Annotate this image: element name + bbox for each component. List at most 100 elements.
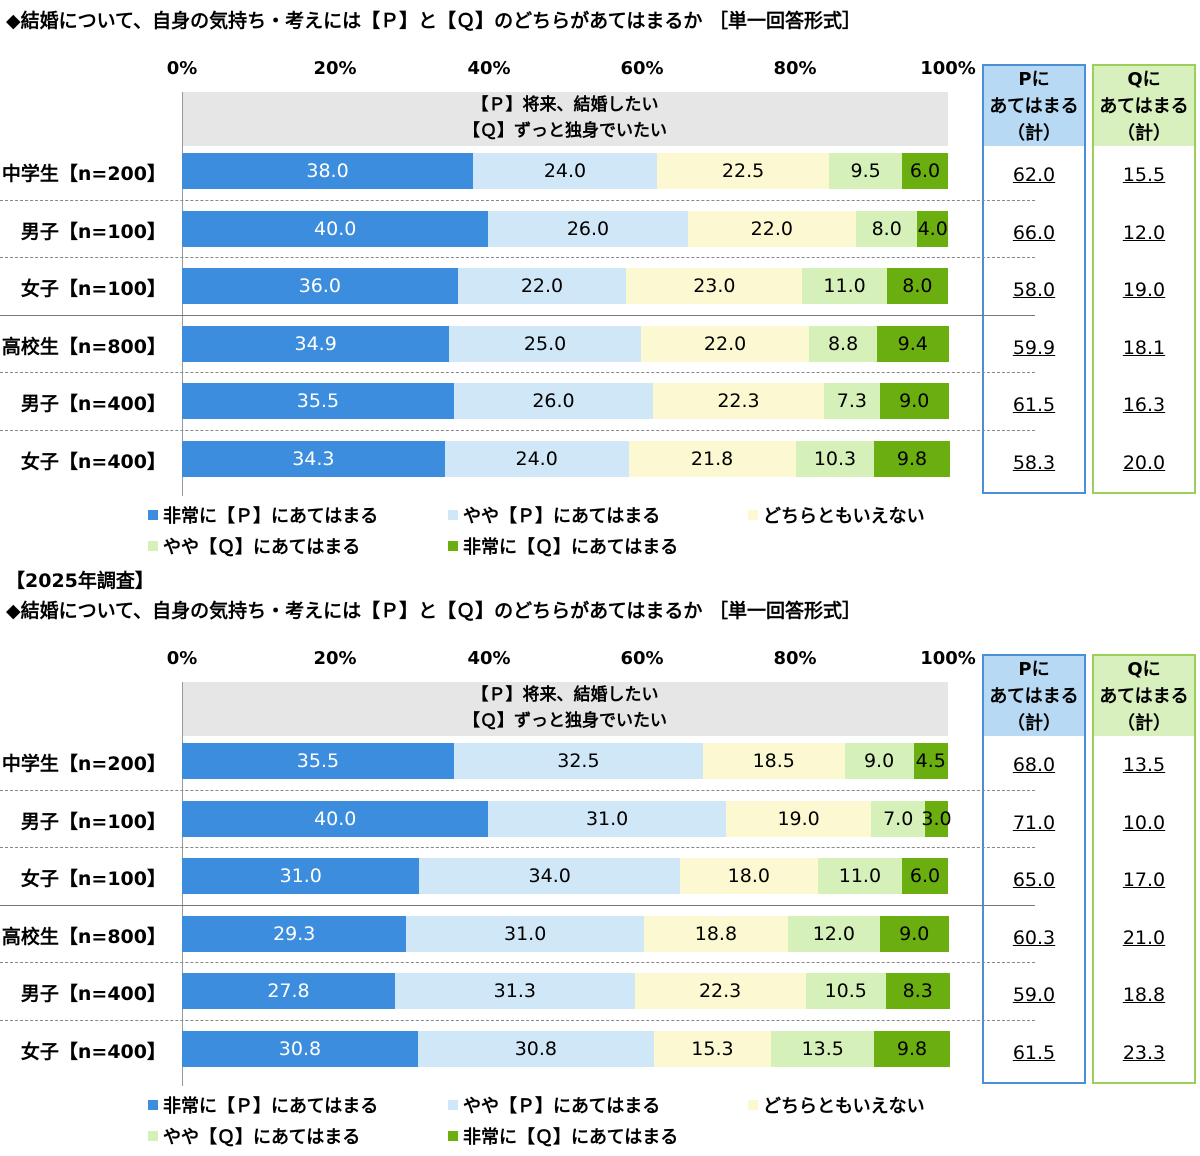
category-label: 中学生【n=200】 [1, 753, 166, 775]
x-tick-label: 60% [620, 648, 664, 669]
p-total-header-line: （計） [1007, 713, 1061, 734]
q-total-header-line: Qに [1127, 659, 1161, 680]
bar-segment: 9.0 [879, 915, 949, 952]
bar-segment: 35.5 [182, 743, 454, 779]
data-label: 23.0 [693, 275, 736, 297]
legend-swatch [148, 510, 158, 520]
bar-segment: 34.3 [182, 440, 445, 477]
bar-segment: 4.5 [913, 743, 948, 779]
category-label: 中学生【n=200】 [1, 163, 166, 185]
bar-segment: 8.8 [809, 325, 877, 362]
bar-segment: 3.0 [921, 800, 952, 837]
legend-label: どちらともいえない [763, 1096, 925, 1117]
data-label: 22.5 [721, 160, 765, 182]
q-total-box: Qに あてはまる （計） 13.5 10.0 17.0 21.0 18.8 23.3 [1092, 654, 1196, 1084]
legend-item: 非常に【Ｐ】にあてはまる [148, 1092, 378, 1118]
data-label: 9.8 [896, 1037, 928, 1060]
p-total-header: Pに あてはまる （計） [984, 66, 1084, 146]
data-label: 25.0 [523, 332, 567, 355]
bar-segment: 26.0 [453, 383, 654, 419]
bar-segment: 6.0 [902, 858, 948, 894]
question-header: 【Ｐ】将来、結婚したい 【Ｑ】ずっと独身でいたい [182, 682, 948, 736]
data-label: 24.0 [543, 160, 587, 182]
row-separator [0, 199, 1035, 201]
data-label: 35.5 [296, 750, 340, 772]
legend-item: 非常に【Ｐ】にあてはまる [148, 502, 378, 528]
bar-segment: 40.0 [182, 800, 489, 837]
q-total-header: Qに あてはまる （計） [1094, 656, 1194, 736]
data-label: 11.0 [838, 865, 882, 887]
bar-segment: 9.0 [844, 743, 914, 779]
data-label: 11.0 [823, 275, 866, 297]
legend-item: 非常に【Ｑ】にあてはまる [448, 533, 678, 559]
legend-item: やや【Ｐ】にあてはまる [448, 1092, 660, 1118]
x-tick-label: 100% [920, 58, 976, 79]
bar-segment: 22.0 [687, 210, 857, 247]
category-label: 女子【n=400】 [20, 450, 166, 473]
total-value: 60.3 [1012, 926, 1056, 949]
x-tick-label: 100% [920, 648, 976, 669]
total-value: 61.5 [1012, 394, 1056, 416]
category-label: 女子【n=100】 [20, 868, 166, 890]
data-label: 32.5 [557, 750, 600, 772]
data-label: 35.5 [296, 390, 340, 412]
data-label: 34.0 [528, 865, 571, 887]
bar-segment: 38.0 [182, 153, 474, 189]
legend-label: やや【Ｐ】にあてはまる [463, 506, 661, 527]
data-label: 22.0 [703, 332, 747, 355]
bar-segment: 24.0 [473, 153, 657, 189]
bar-segment: 8.0 [856, 210, 918, 247]
bar-segment: 25.0 [449, 325, 641, 362]
total-value: 59.0 [1012, 984, 1056, 1006]
data-label: 10.3 [813, 447, 857, 470]
category-label: 女子【n=100】 [20, 278, 166, 300]
legend-item: どちらともいえない [748, 502, 925, 528]
data-label: 9.0 [863, 750, 895, 772]
data-label: 8.8 [827, 332, 859, 355]
total-value: 58.3 [1012, 451, 1056, 474]
legend-item: 非常に【Ｑ】にあてはまる [448, 1123, 678, 1149]
data-label: 3.0 [921, 807, 952, 830]
x-tick-label: 20% [313, 648, 357, 669]
bar-segment: 23.0 [626, 268, 803, 304]
question-q-text: 【Ｑ】ずっと独身でいたい [463, 121, 667, 141]
data-label: 31.0 [279, 865, 322, 887]
survey-label: 【2025年調査】 [6, 570, 154, 592]
q-total-box: Qに あてはまる （計） 15.5 12.0 19.0 18.1 16.3 20.0 [1092, 64, 1196, 494]
total-value: 18.1 [1122, 336, 1166, 359]
data-label: 30.8 [514, 1037, 558, 1060]
row-separator [0, 962, 1035, 963]
data-label: 8.3 [902, 980, 933, 1002]
total-value: 12.0 [1122, 221, 1166, 244]
p-total-header-line: Pに [1018, 659, 1050, 680]
bar-segment: 31.0 [488, 800, 726, 837]
p-total-box: Pに あてはまる （計） 68.0 71.0 65.0 60.3 59.0 61.5 [982, 654, 1086, 1084]
legend-swatch [748, 510, 758, 520]
legend-swatch [148, 1131, 158, 1141]
bar-segment: 15.3 [653, 1030, 772, 1067]
q-total-header-line: （計） [1117, 713, 1171, 734]
legend-label: やや【Ｑ】にあてはまる [163, 537, 361, 558]
data-label: 18.0 [727, 865, 770, 887]
data-label: 31.0 [585, 807, 629, 830]
row-separator [0, 372, 1035, 373]
data-label: 9.0 [899, 390, 930, 412]
total-value: 66.0 [1012, 221, 1056, 244]
data-label: 38.0 [306, 160, 349, 182]
bar-segment: 18.0 [679, 858, 818, 894]
data-label: 29.3 [273, 922, 316, 945]
bar-segment: 9.5 [829, 153, 903, 189]
legend-item: やや【Ｑ】にあてはまる [148, 1123, 360, 1149]
data-label: 34.3 [292, 447, 335, 470]
p-total-box: Pに あてはまる （計） 62.0 66.0 58.0 59.9 61.5 58.3 [982, 64, 1086, 494]
row-separator [0, 257, 1035, 258]
chart-title: ◆結婚について、自身の気持ち・考えには【Ｐ】と【Ｑ】のどちらがあてはまるか ［単… [6, 10, 861, 32]
bar-segment: 35.5 [182, 383, 454, 419]
legend-swatch [448, 1100, 458, 1110]
data-label: 9.0 [899, 922, 930, 945]
p-total-header-line: あてはまる [989, 96, 1079, 117]
bar-segment: 9.0 [879, 383, 949, 419]
category-label: 男子【n=400】 [20, 983, 166, 1005]
x-tick-label: 0% [166, 58, 198, 79]
data-label: 8.0 [902, 275, 933, 297]
